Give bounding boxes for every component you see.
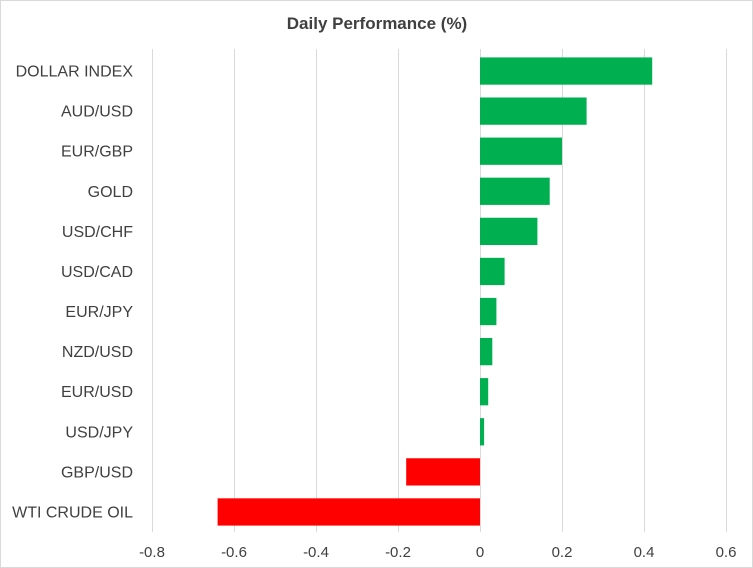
gridlines — [152, 49, 727, 532]
bar-usd-chf — [480, 217, 538, 246]
x-tick-label--0.2: -0.2 — [385, 544, 411, 561]
x-tick-label-0.2: 0.2 — [552, 544, 573, 561]
x-tick-label--0.4: -0.4 — [303, 544, 329, 561]
category-label-aud-usd: AUD/USD — [61, 104, 133, 121]
category-label-gbp-usd: GBP/USD — [61, 464, 133, 481]
bar-dollar-index — [480, 57, 653, 85]
category-label-eur-usd: EUR/USD — [61, 384, 133, 401]
category-label-usd-chf: USD/CHF — [62, 224, 133, 241]
bar-wti-crude-oil — [217, 498, 480, 526]
x-tick-label--0.6: -0.6 — [221, 544, 247, 561]
category-label-eur-jpy: EUR/JPY — [65, 304, 133, 321]
bar-eur-gbp — [480, 137, 562, 165]
category-labels: DOLLAR INDEX AUD/USD EUR/GBP GOLD USD/CHF USD… — [12, 64, 133, 522]
bar-aud-usd — [480, 97, 587, 125]
chart-title: Daily Performance (%) — [287, 14, 467, 33]
bar-eur-usd — [480, 378, 489, 406]
category-label-dollar-index: DOLLAR INDEX — [16, 64, 134, 81]
bar-eur-jpy — [480, 297, 497, 326]
bar-nzd-usd — [480, 338, 493, 366]
category-label-gold: GOLD — [88, 184, 133, 201]
bars — [217, 57, 653, 526]
bar-usd-cad — [480, 257, 505, 286]
category-label-nzd-usd: NZD/USD — [62, 344, 133, 361]
x-tick-label--0.8: -0.8 — [139, 544, 165, 561]
bar-gold — [480, 177, 550, 205]
bar-gbp-usd — [406, 458, 480, 486]
category-label-wti-crude-oil: WTI CRUDE OIL — [12, 504, 133, 521]
bar-usd-jpy — [480, 418, 485, 446]
category-label-usd-cad: USD/CAD — [61, 264, 133, 281]
category-label-eur-gbp: EUR/GBP — [61, 144, 133, 161]
category-label-usd-jpy: USD/JPY — [65, 424, 133, 441]
x-tick-label-0.6: 0.6 — [716, 544, 737, 561]
x-tick-label-0.4: 0.4 — [634, 544, 655, 561]
x-tick-label-0: 0 — [476, 544, 484, 561]
x-axis-tick-labels: -0.8 -0.6 -0.4 -0.2 0 0.2 0.4 0.6 — [139, 544, 736, 561]
